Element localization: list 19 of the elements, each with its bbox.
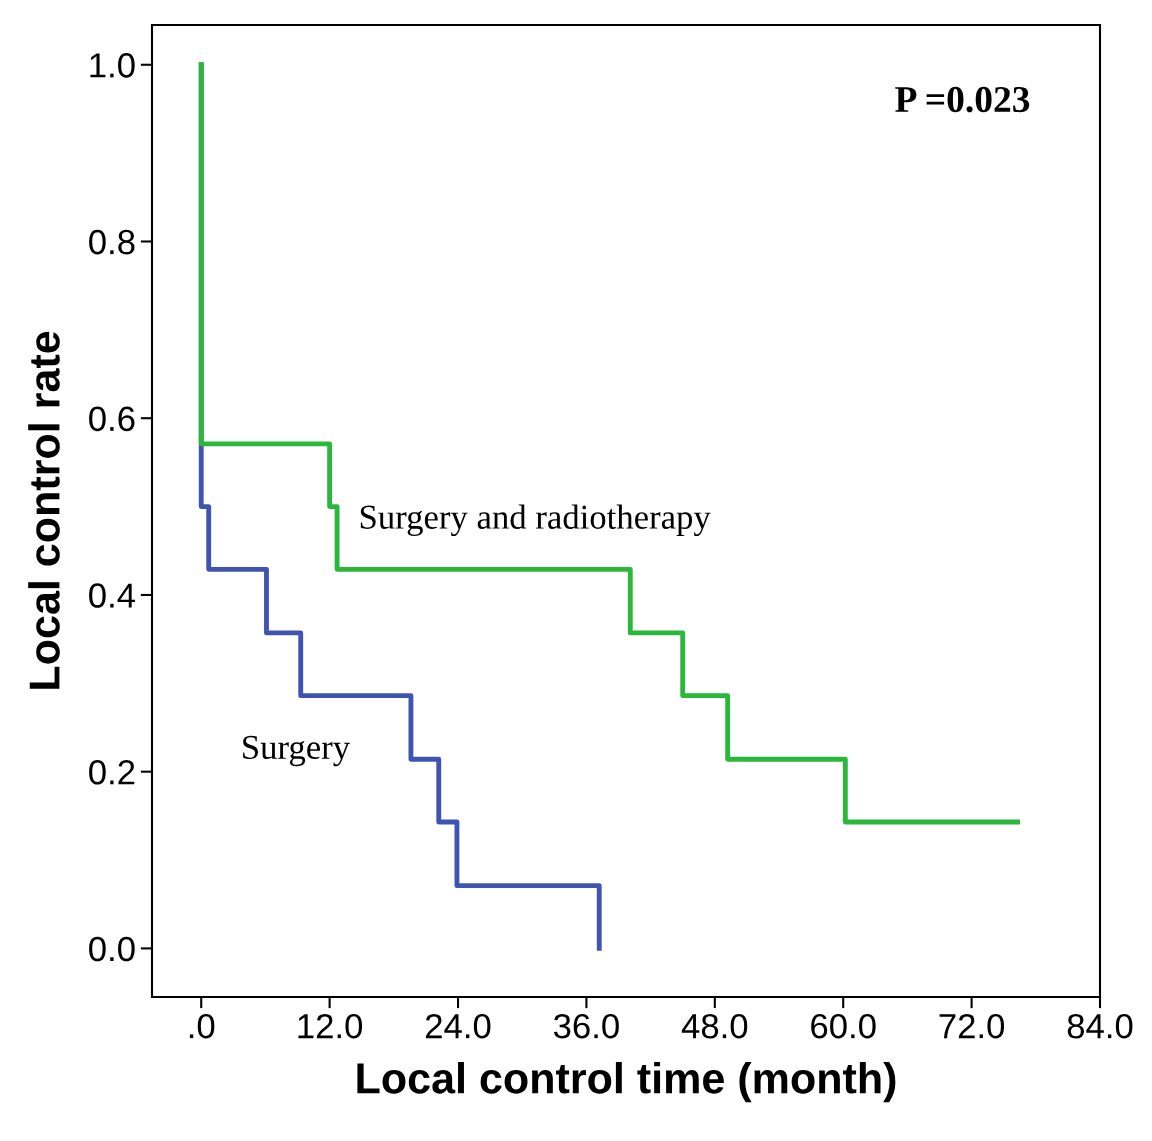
y-tick-label: 0.8 xyxy=(89,229,135,255)
x-tick-label: .0 xyxy=(189,1013,215,1039)
x-tick-label: 24.0 xyxy=(425,1013,491,1039)
x-tick-label: 60.0 xyxy=(811,1013,876,1039)
y-tick-label: 0.2 xyxy=(89,760,135,785)
y-tick-label: 0.0 xyxy=(89,936,135,962)
x-axis-title: Local control time (month) xyxy=(357,1062,896,1103)
x-tick-label: 48.0 xyxy=(681,1013,748,1039)
series-label: Surgery and radiotherapy xyxy=(360,504,711,537)
x-tick-label: 12.0 xyxy=(298,1013,363,1039)
annotation: P =0.023 xyxy=(895,86,1030,113)
x-tick-label: 84.0 xyxy=(1067,1013,1133,1039)
y-tick-label: 0.6 xyxy=(89,406,135,432)
y-tick-label: 1.0 xyxy=(90,53,135,78)
x-tick-label: 36.0 xyxy=(553,1013,619,1039)
y-axis-title: Local control rate xyxy=(28,331,60,689)
y-tick-label: 0.4 xyxy=(89,583,136,608)
x-tick-label: 72.0 xyxy=(939,1013,1005,1039)
series-label: Surgery xyxy=(243,735,350,767)
